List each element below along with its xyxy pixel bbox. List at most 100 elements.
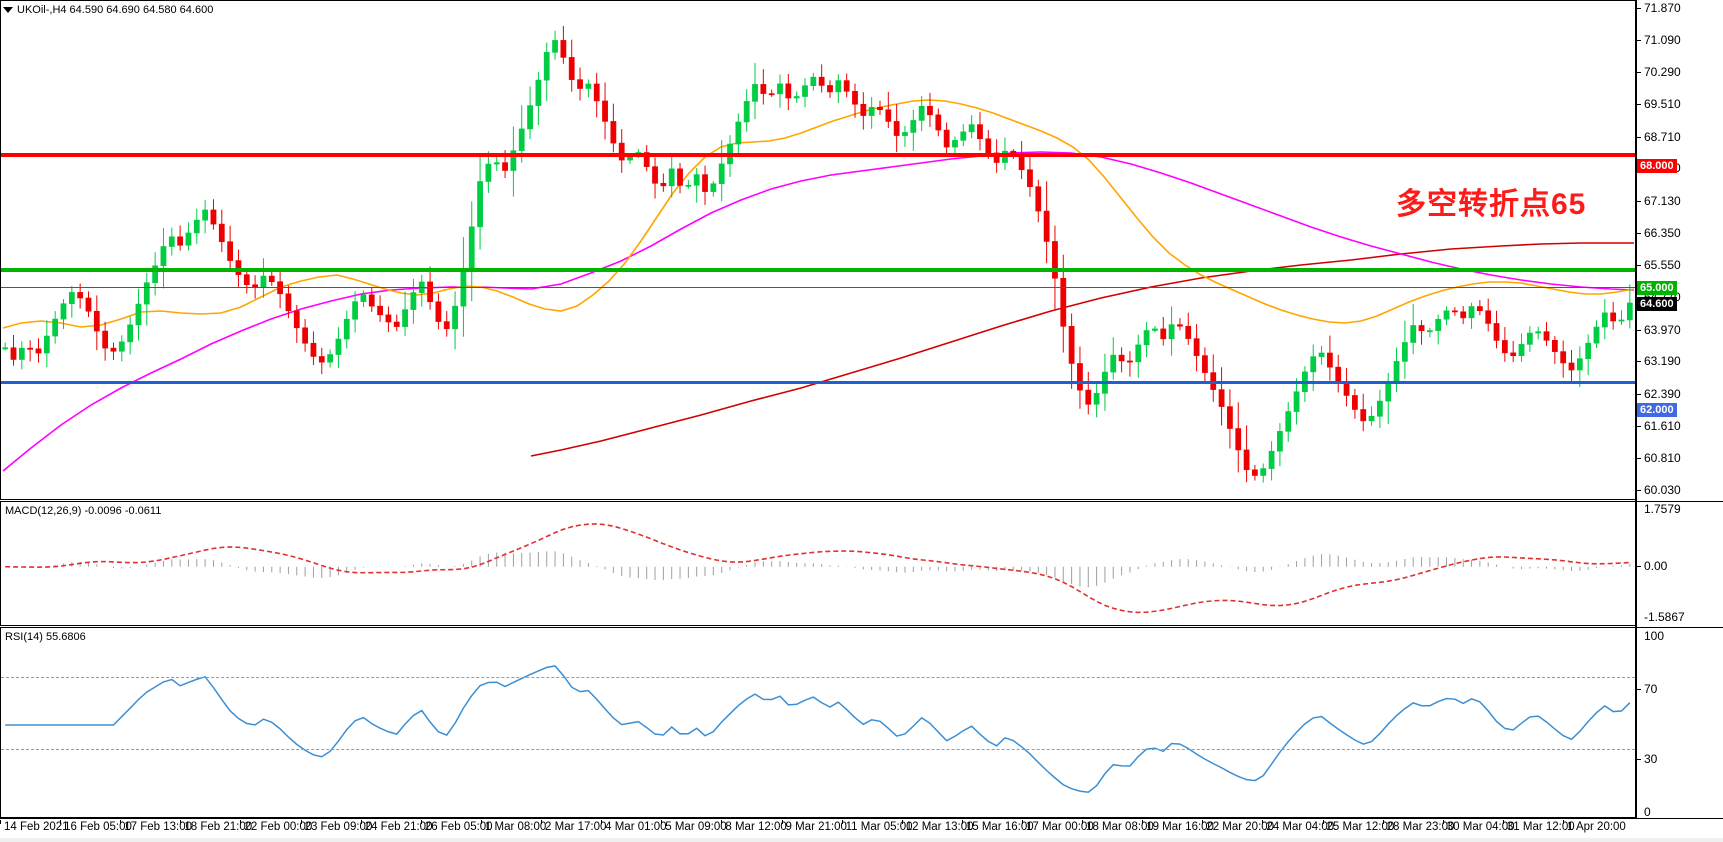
price-tag-62-000[interactable]: 62.000 [1637,402,1677,417]
axis-divider-rsi [1635,627,1723,628]
hline-pivot-65 [1,268,1635,272]
rsi-series-svg [5,665,1631,794]
time-tick [240,820,242,824]
time-axis-label: 25 Mar 12:00 [1326,821,1395,833]
time-axis-label: 22 Feb 00:00 [244,821,313,833]
price-series-svg [2,25,1634,483]
rsi-axis-label: 70 [1644,681,1658,696]
time-tick [961,820,963,824]
price-axis-label: 69.510 [1644,97,1681,112]
axis-tick [1635,458,1641,460]
rsi-axis-label: 30 [1644,752,1658,767]
price-tag-64-600[interactable]: 64.600 [1637,296,1677,311]
time-axis-label: 18 Mar 08:00 [1086,821,1154,833]
time-tick [360,820,362,824]
price-axis-label: 60.030 [1644,483,1681,497]
time-axis-label: 28 Mar 23:00 [1386,821,1455,833]
price-axis-label: 70.290 [1644,65,1681,80]
price-tag-65-000[interactable]: 65.000 [1637,280,1677,295]
hline-resistance-68 [1,153,1635,157]
axis-left-border [1635,0,1637,818]
time-axis-label: 26 Feb 05:00 [424,821,493,833]
time-tick [1262,820,1264,824]
time-tick [1382,820,1384,824]
time-axis[interactable]: 14 Feb 2021 16 Feb 05:00 17 Feb 13:00 18 Fe… [0,820,1635,842]
time-tick [1021,820,1023,824]
price-axis-label: 67.130 [1644,193,1681,208]
time-tick [180,820,182,824]
time-axis-label: 17 Feb 13:00 [124,821,192,833]
price-axis-label: 63.190 [1644,354,1681,369]
axis-tick [1635,39,1641,41]
ma-slow-line [530,242,1634,457]
chart-annotation-text: 多空转折点65 [1396,188,1587,221]
price-chart-plot[interactable] [1,1,1635,499]
rsi-axis-label: 100 [1644,629,1665,643]
symbol-info-bar[interactable]: UKOil-,H4 64.590 64.690 64.580 64.600 [3,4,213,16]
time-axis-label: 11 Mar 05:00 [845,821,913,833]
time-axis-label: 4 Mar 01:00 [605,821,667,833]
time-axis-label: 18 Feb 21:00 [184,821,253,833]
time-tick [781,820,783,824]
price-tag-68-000[interactable]: 68.000 [1637,158,1677,173]
time-tick [841,820,843,824]
macd-panel[interactable]: MACD(12,26,9) -0.0096 -0.0611 [0,501,1635,626]
rsi-plot[interactable] [1,628,1635,817]
axis-tick [1635,232,1641,234]
macd-axis-label: -1.5867 [1644,610,1685,624]
time-tick [1202,820,1204,824]
price-axis-label: 60.810 [1644,451,1681,466]
time-axis-label: 15 Mar 16:00 [965,821,1034,833]
time-axis-label: 24 Mar 04:00 [1266,821,1335,833]
rsi-panel[interactable]: RSI(14) 55.6806 [0,627,1635,818]
time-tick [601,820,603,824]
right-price-axis[interactable]: 71.87071.09070.29069.51068.71067.93067.1… [1635,0,1723,842]
rsi-label: RSI(14) 55.6806 [5,631,86,643]
time-axis-top-border [0,818,1723,819]
rsi-level-30 [1,749,1635,750]
price-axis-label: 71.870 [1644,1,1681,15]
time-axis-label: 14 Feb 2021 [4,821,69,833]
axis-tick [1635,759,1641,761]
time-tick [1502,820,1504,824]
rsi-axis-label: 0 [1644,805,1651,819]
axis-tick [1635,425,1641,427]
rsi-line [5,665,1631,794]
time-axis-label: 1 Apr 20:00 [1567,821,1626,833]
price-axis-label: 63.970 [1644,322,1681,337]
time-axis-label: 1 Mar 08:00 [484,821,547,833]
axis-tick [1635,361,1641,363]
macd-plot[interactable] [1,502,1635,625]
time-axis-label: 2 Mar 17:00 [545,821,607,833]
axis-tick [1635,8,1641,9]
price-axis-label: 66.350 [1644,225,1681,240]
time-tick [1442,820,1444,824]
time-tick [120,820,122,824]
macd-label: MACD(12,26,9) -0.0096 -0.0611 [5,505,162,517]
symbol-info-text: UKOil-,H4 64.590 64.690 64.580 64.600 [17,4,214,16]
triangle-down-icon[interactable] [3,7,13,14]
time-tick [901,820,903,824]
axis-divider-macd [1635,501,1723,502]
time-tick [541,820,543,824]
time-axis-label: 31 Mar 12:00 [1506,821,1575,833]
price-chart-panel[interactable]: UKOil-,H4 64.590 64.690 64.580 64.600 多空… [0,0,1635,500]
time-tick [60,820,62,824]
price-axis-label: 61.610 [1644,418,1681,433]
macd-axis-label: 1.7579 [1644,502,1681,516]
ma-fast-line [2,99,1634,329]
axis-tick [1635,393,1641,395]
price-axis-label: 71.090 [1644,32,1681,47]
axis-tick [1635,329,1641,331]
time-tick [300,820,302,824]
axis-tick [1635,265,1641,267]
axis-tick [1635,72,1641,74]
time-tick [0,820,1,824]
axis-tick [1635,565,1641,567]
time-tick [1142,820,1144,824]
time-axis-label: 17 Mar 00:00 [1025,821,1094,833]
axis-tick [1635,200,1641,202]
time-axis-label: 22 Mar 20:00 [1206,821,1275,833]
bottom-strip [0,838,1723,842]
